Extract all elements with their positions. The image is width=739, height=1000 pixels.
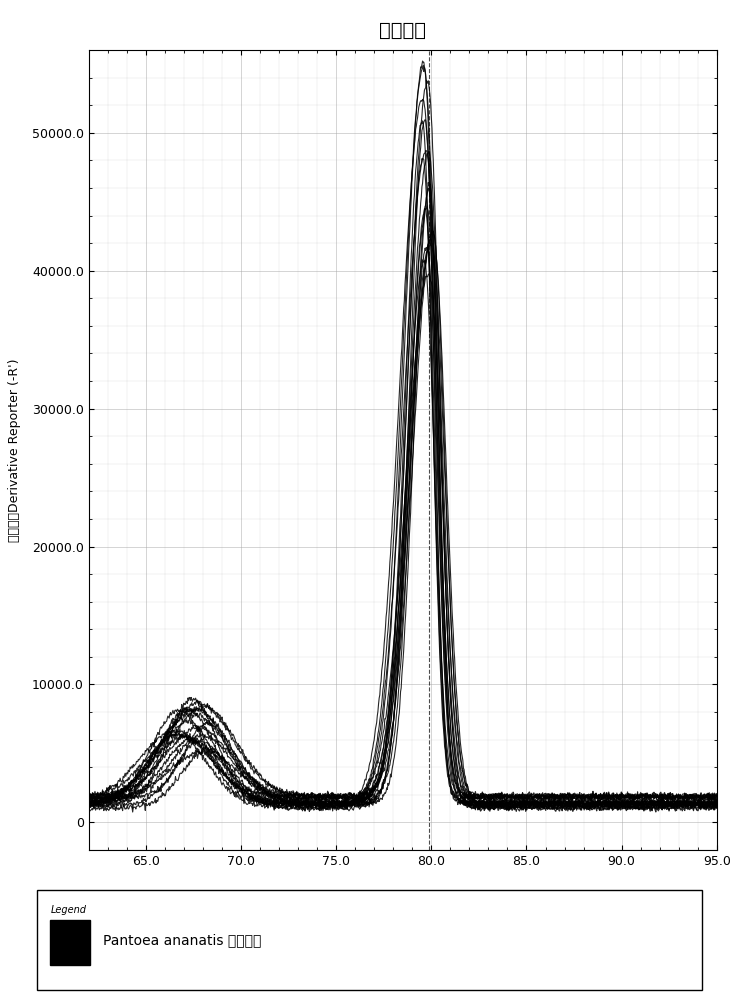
Text: Tm: 79.87: Tm: 79.87: [401, 898, 457, 908]
Y-axis label: 导数报告Derivative Reporter (-R'): 导数报告Derivative Reporter (-R'): [7, 358, 21, 542]
FancyBboxPatch shape: [37, 890, 702, 990]
Text: Legend: Legend: [50, 905, 86, 915]
Text: Pantoea ananatis 菠萝泛菌: Pantoea ananatis 菠萝泛菌: [103, 933, 262, 947]
Title: 熔解曲线: 熔解曲线: [379, 21, 426, 40]
Bar: [50, 920, 90, 965]
X-axis label: 温度 (°C): 温度 (°C): [376, 889, 429, 904]
